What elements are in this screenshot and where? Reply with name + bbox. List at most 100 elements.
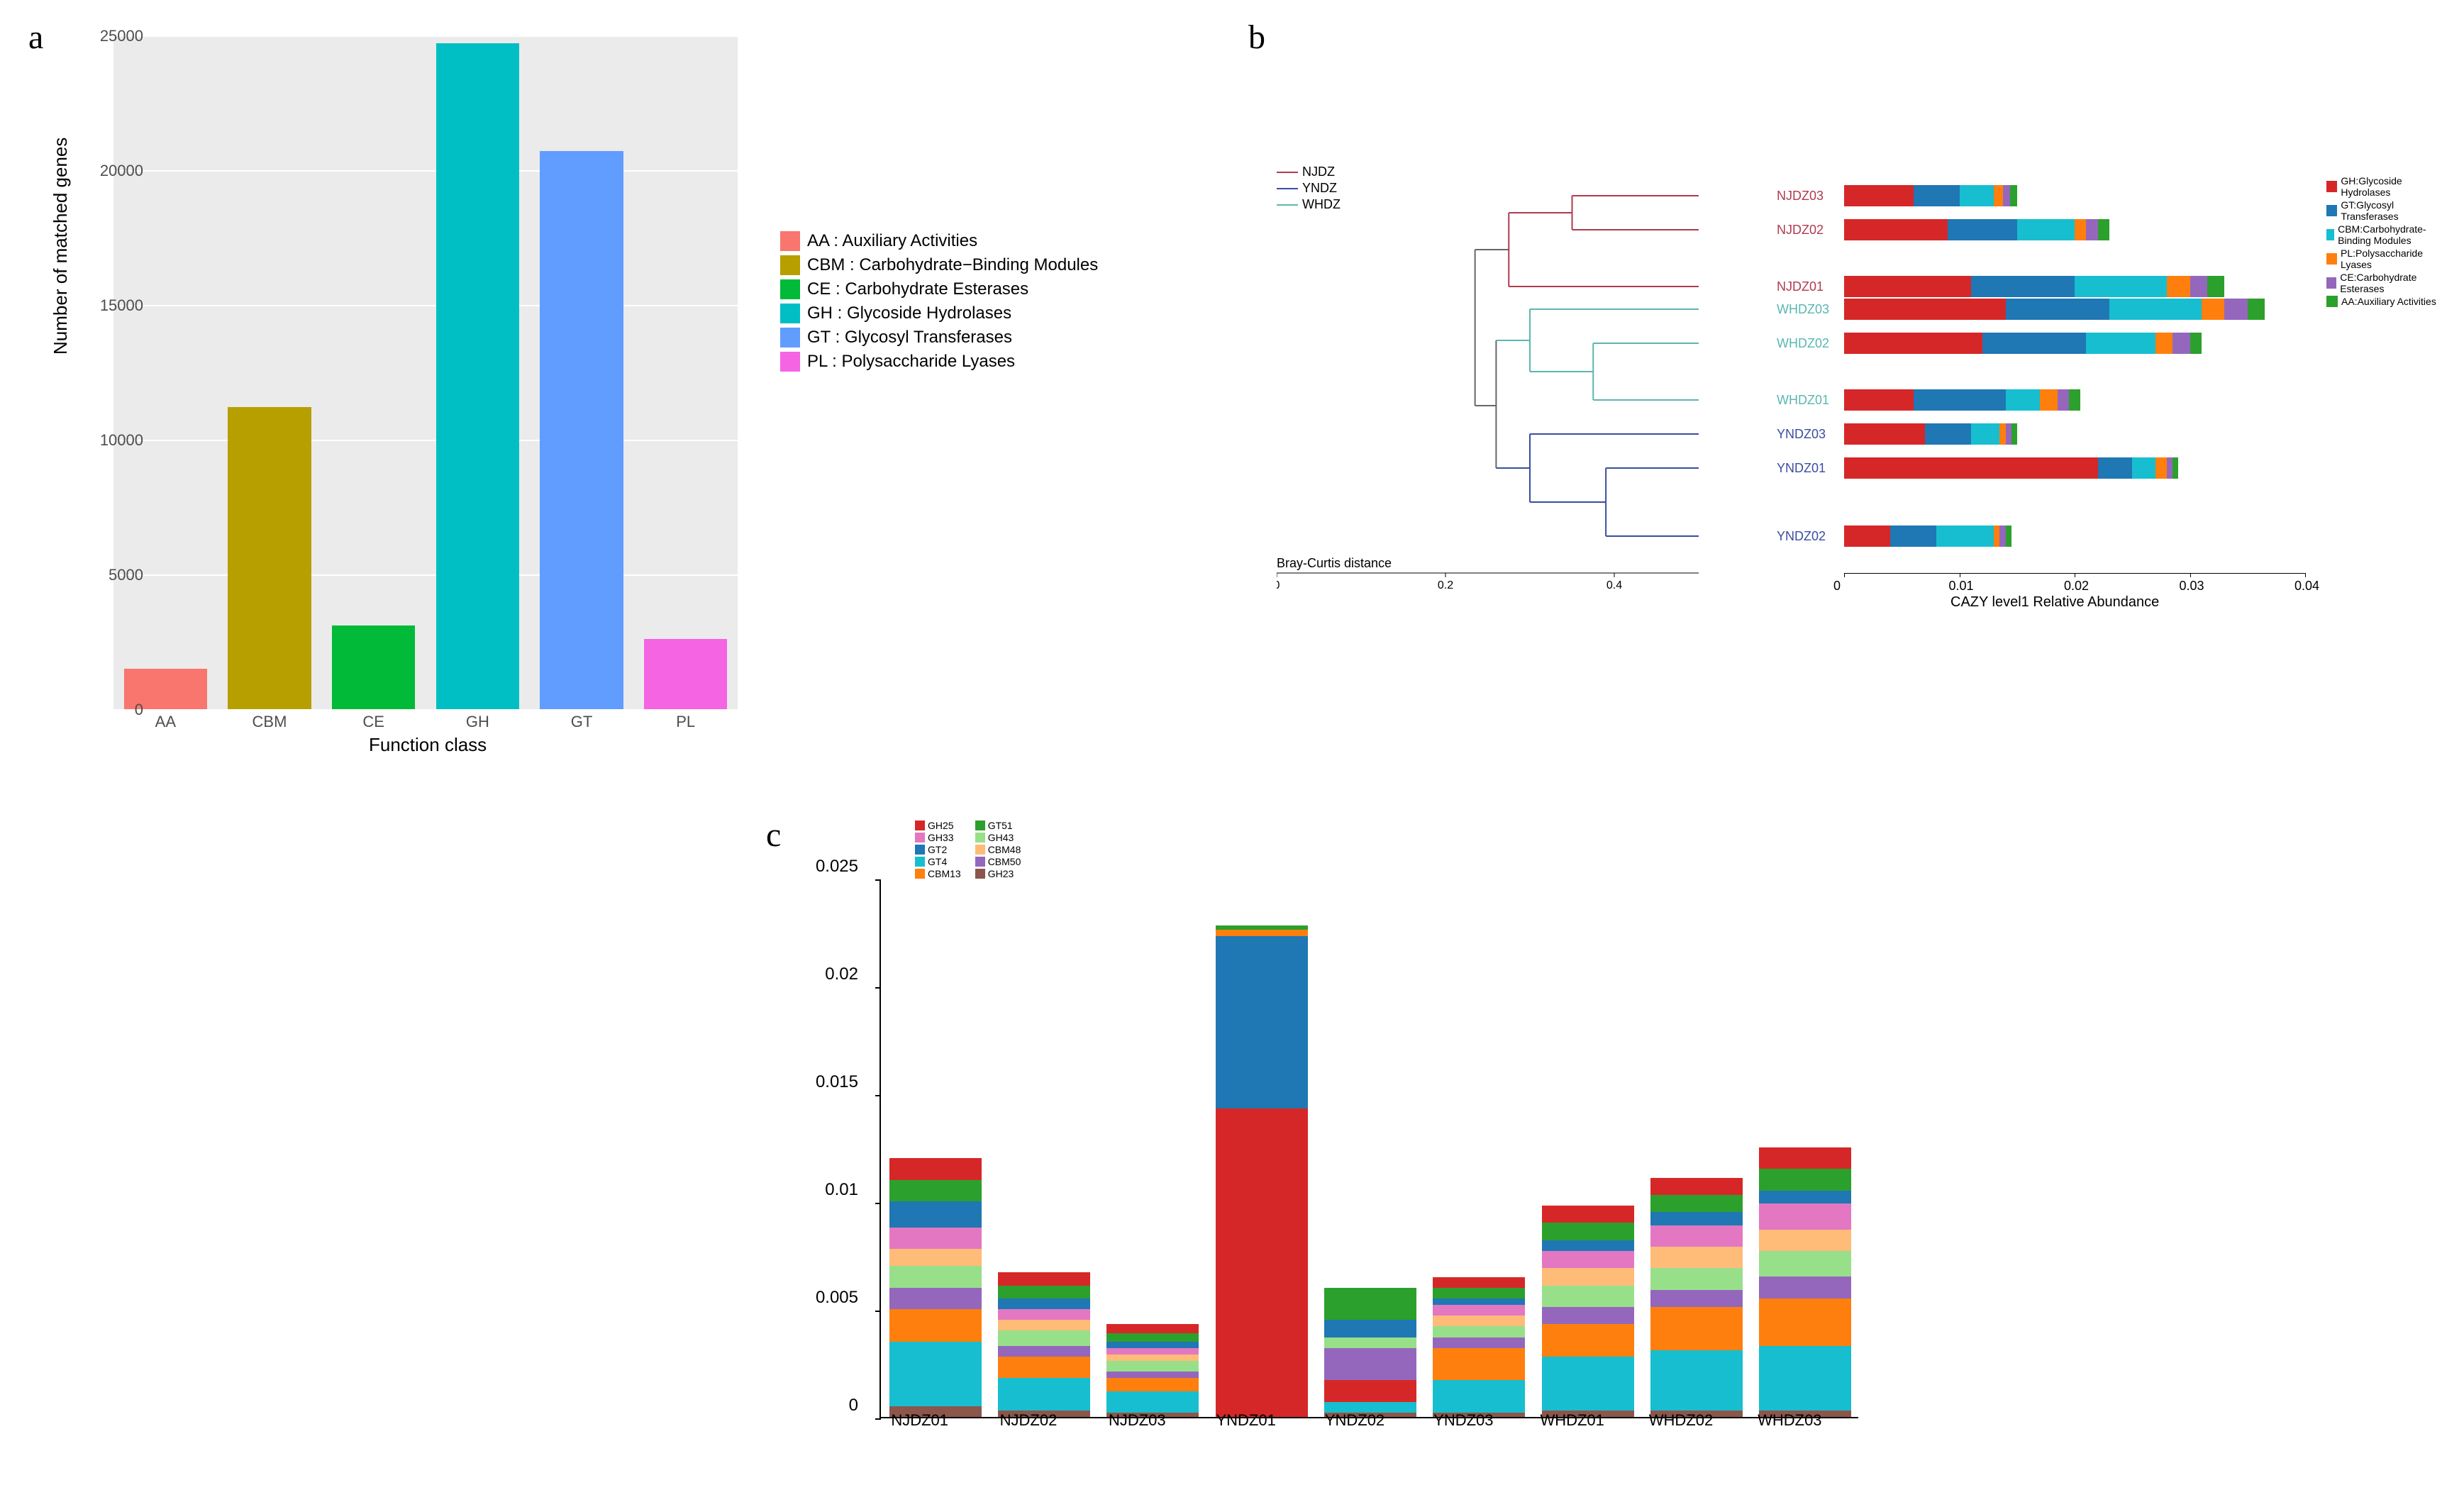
bar-segment	[1433, 1316, 1525, 1326]
bar-segment	[1650, 1268, 1743, 1289]
bar-segment	[1650, 1350, 1743, 1411]
ytick-label: 20000	[87, 162, 143, 180]
bar-segment	[2207, 276, 2224, 297]
bar-segment	[1106, 1324, 1199, 1333]
ytick-label: 0.02	[801, 964, 858, 984]
ytick-label: 10000	[87, 431, 143, 450]
bar-segment	[2190, 276, 2207, 297]
bar-segment	[1650, 1247, 1743, 1268]
bar-segment	[2003, 185, 2010, 206]
bar-segment	[1216, 930, 1308, 936]
legend-swatch	[975, 857, 985, 867]
bar-segment	[2172, 457, 2178, 479]
ytick-label: 0.025	[801, 857, 858, 877]
bar-segment	[2086, 333, 2155, 354]
legend-item: GH33	[915, 832, 961, 843]
stacked-bar-row	[1844, 333, 2202, 354]
bar-segment	[1216, 1108, 1308, 1417]
bar-segment	[1994, 525, 1999, 547]
bar-segment	[1844, 299, 2006, 320]
stacked-bar-NJDZ03	[1106, 1324, 1199, 1417]
legend-label: CBM50	[988, 856, 1021, 867]
sample-label: NJDZ01	[1777, 279, 1824, 294]
bar-segment	[1759, 1251, 1851, 1277]
bar-segment	[1433, 1337, 1525, 1348]
legend-label: PL:Polysaccharide Lyases	[2341, 248, 2450, 270]
ytick-label: 25000	[87, 27, 143, 45]
bar-segment	[2075, 219, 2086, 240]
bar-segment	[1433, 1277, 1525, 1288]
bar-segment	[1542, 1206, 1634, 1223]
sample-label: YNDZ03	[1777, 427, 1826, 442]
bar-segment	[1106, 1333, 1199, 1342]
bar-segment	[2167, 276, 2190, 297]
panel-c-label: c	[766, 816, 781, 855]
stacked-bar-row	[1844, 457, 2178, 479]
legend-label: CBM48	[988, 844, 1021, 855]
bar-segment	[1844, 525, 1890, 547]
bar-segment	[1948, 219, 2017, 240]
bar-segment	[2248, 299, 2265, 320]
bar-segment	[1844, 276, 1971, 297]
panel-b-cazy-legend: GH:Glycoside HydrolasesGT:Glycosyl Trans…	[2326, 174, 2450, 308]
xtick-label: CBM	[227, 713, 312, 731]
gridline	[113, 440, 738, 441]
bar-segment	[2098, 219, 2109, 240]
ytick-label: 0.01	[801, 1180, 858, 1200]
bar-segment	[889, 1249, 982, 1266]
sample-label: YNDZ01	[1777, 461, 1826, 476]
bar-segment	[998, 1320, 1090, 1330]
bar-segment	[2202, 299, 2225, 320]
bar-segment	[1914, 389, 2006, 411]
bar-segment	[2086, 219, 2097, 240]
bar-segment	[1650, 1212, 1743, 1225]
legend-label: GH23	[988, 868, 1014, 879]
stacked-bar-WHDZ03	[1759, 1147, 1851, 1417]
stacked-bar-row	[1844, 423, 2017, 445]
sample-label: WHDZ02	[1777, 336, 1829, 351]
legend-item: GH : Glycoside Hydrolases	[780, 304, 1098, 323]
bar-segment	[2132, 457, 2155, 479]
ytick-label: 15000	[87, 296, 143, 315]
xtick-label: 0	[1833, 579, 1841, 594]
bar-segment	[2172, 333, 2190, 354]
stacked-bar-WHDZ01	[1542, 1206, 1634, 1417]
xtick-label: WHDZ02	[1626, 1411, 1735, 1430]
bar-segment	[1650, 1178, 1743, 1195]
bar-segment	[2224, 299, 2248, 320]
legend-item: GH23	[975, 868, 1021, 879]
bar-segment	[1106, 1348, 1199, 1355]
bar-segment	[998, 1286, 1090, 1298]
legend-label: CE : Carbohydrate Esterases	[807, 279, 1028, 299]
xtick-label: GT	[539, 713, 624, 731]
legend-swatch	[2326, 296, 2338, 307]
bar-segment	[998, 1330, 1090, 1345]
bar-segment	[1844, 423, 1925, 445]
bar-segment	[1433, 1326, 1525, 1337]
bar-segment	[1542, 1223, 1634, 1240]
bar-segment	[1324, 1320, 1416, 1337]
legend-item: CBM50	[975, 856, 1021, 867]
bar-segment	[1971, 276, 2075, 297]
xtick-label: NJDZ01	[865, 1411, 974, 1430]
bar-segment	[1844, 185, 1914, 206]
stacked-bar-row	[1844, 299, 2265, 320]
legend-label: GH:Glycoside Hydrolases	[2341, 175, 2450, 198]
bar-segment	[2190, 333, 2202, 354]
bar-segment	[998, 1378, 1090, 1411]
xtick-label: WHDZ01	[1518, 1411, 1626, 1430]
bar-segment	[1542, 1240, 1634, 1251]
bar-segment	[889, 1288, 982, 1309]
sample-label: YNDZ02	[1777, 529, 1826, 544]
legend-item: CE : Carbohydrate Esterases	[780, 279, 1098, 299]
bar-segment	[1759, 1169, 1851, 1190]
legend-swatch	[780, 279, 800, 299]
legend-swatch	[975, 821, 985, 830]
legend-swatch	[2326, 205, 2337, 216]
svg-text:0.2: 0.2	[1438, 579, 1453, 591]
bar-segment	[889, 1201, 982, 1227]
legend-swatch	[2326, 253, 2337, 265]
xtick-label: GH	[435, 713, 520, 731]
panel-a-xlabel: Function class	[369, 734, 487, 756]
legend-swatch	[2326, 229, 2334, 240]
